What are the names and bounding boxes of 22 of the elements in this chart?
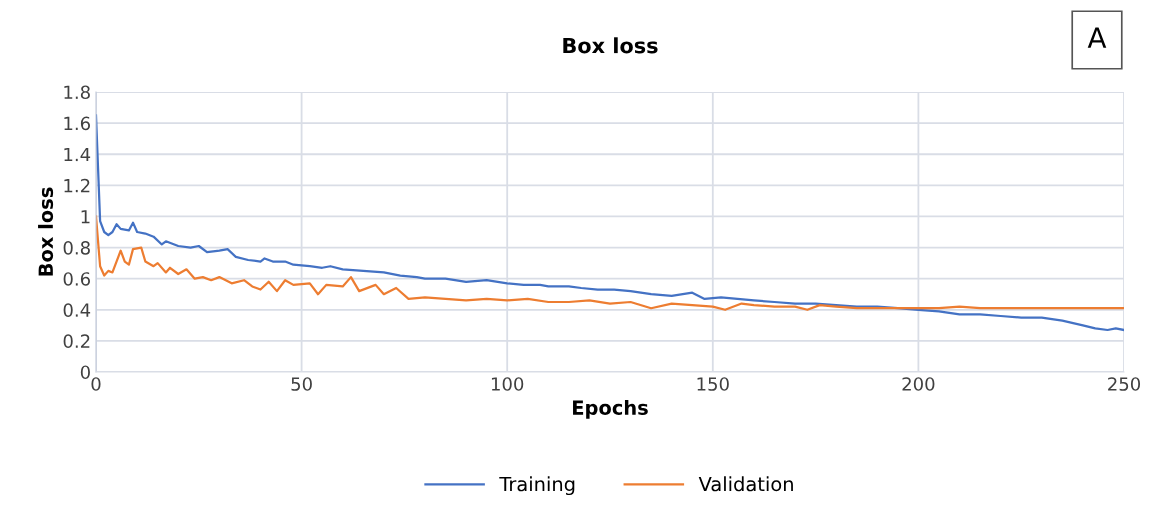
y-tick-label: 1 [81,210,90,224]
y-tick-label: 0.4 [63,303,91,317]
text: A [1087,27,1107,48]
y-tick-label: 0.2 [63,334,90,349]
y-tick-label: 1.6 [64,116,90,131]
x-axis-title: Epochs [573,399,648,419]
x-tick-label: 250 [1108,377,1141,391]
y-tick-label: 1.2 [64,178,90,193]
y-tick-label: 0.8 [63,241,90,255]
x-tick-label: 0 [91,377,101,391]
legend-label: Training [499,476,575,496]
y-tick-label: 0.6 [63,272,90,286]
x-tick-label: 100 [491,377,524,391]
x-tick-label: 200 [902,377,935,391]
legend-label: Validation [698,476,793,492]
x-tick-label: 150 [697,377,729,391]
chart-title: Box loss [563,37,658,54]
y-tick-label: 1.4 [64,147,91,162]
x-tick-label: 50 [291,377,312,391]
y-tick-label: 1.8 [64,85,90,100]
y-axis-title: Box loss [38,187,54,276]
y-tick-label: 0 [80,365,90,380]
